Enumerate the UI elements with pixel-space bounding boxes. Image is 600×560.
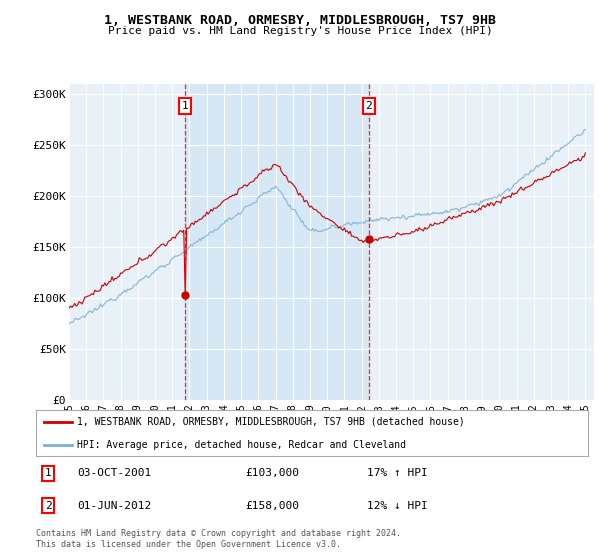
Text: 1, WESTBANK ROAD, ORMESBY, MIDDLESBROUGH, TS7 9HB: 1, WESTBANK ROAD, ORMESBY, MIDDLESBROUGH… — [104, 14, 496, 27]
Text: 12% ↓ HPI: 12% ↓ HPI — [367, 501, 428, 511]
Text: 03-OCT-2001: 03-OCT-2001 — [77, 468, 152, 478]
Text: Contains HM Land Registry data © Crown copyright and database right 2024.
This d: Contains HM Land Registry data © Crown c… — [36, 529, 401, 549]
Text: Price paid vs. HM Land Registry's House Price Index (HPI): Price paid vs. HM Land Registry's House … — [107, 26, 493, 36]
Text: 17% ↑ HPI: 17% ↑ HPI — [367, 468, 428, 478]
Text: 1, WESTBANK ROAD, ORMESBY, MIDDLESBROUGH, TS7 9HB (detached house): 1, WESTBANK ROAD, ORMESBY, MIDDLESBROUGH… — [77, 417, 465, 427]
Text: 1: 1 — [182, 101, 188, 111]
Text: 2: 2 — [365, 101, 372, 111]
Bar — [185, 84, 369, 400]
Text: 1: 1 — [45, 468, 52, 478]
Text: £103,000: £103,000 — [246, 468, 300, 478]
Text: 2: 2 — [45, 501, 52, 511]
Text: £158,000: £158,000 — [246, 501, 300, 511]
Text: HPI: Average price, detached house, Redcar and Cleveland: HPI: Average price, detached house, Redc… — [77, 440, 406, 450]
Text: 01-JUN-2012: 01-JUN-2012 — [77, 501, 152, 511]
